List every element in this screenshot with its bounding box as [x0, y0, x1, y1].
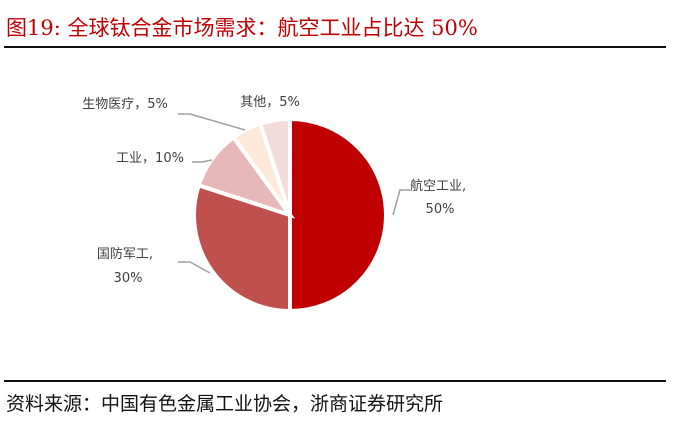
top-rule — [4, 46, 666, 48]
source-note: 资料来源：中国有色金属工业协会，浙商证券研究所 — [6, 393, 444, 415]
leader-line-2 — [192, 159, 213, 163]
data-label-1: 30% — [114, 271, 143, 286]
data-label-3: 生物医疗，5% — [82, 97, 168, 112]
pie-slice-1 — [192, 182, 292, 314]
bottom-rule — [4, 380, 666, 382]
data-label-2: 工业，10% — [116, 151, 184, 166]
leader-line-1 — [178, 261, 211, 274]
data-label-0: 航空工业, — [410, 178, 466, 194]
data-label-4: 其他，5% — [240, 95, 300, 110]
leader-line-0 — [392, 189, 410, 216]
pie-slice-4 — [257, 116, 292, 216]
data-label-1: 国防军工, — [97, 246, 153, 262]
leader-line-3 — [178, 113, 246, 131]
data-label-0: 50% — [426, 202, 455, 217]
figure-title: 图19: 全球钛合金市场需求：航空工业占比达 50% — [6, 16, 478, 40]
pie-slice-0 — [288, 116, 388, 314]
